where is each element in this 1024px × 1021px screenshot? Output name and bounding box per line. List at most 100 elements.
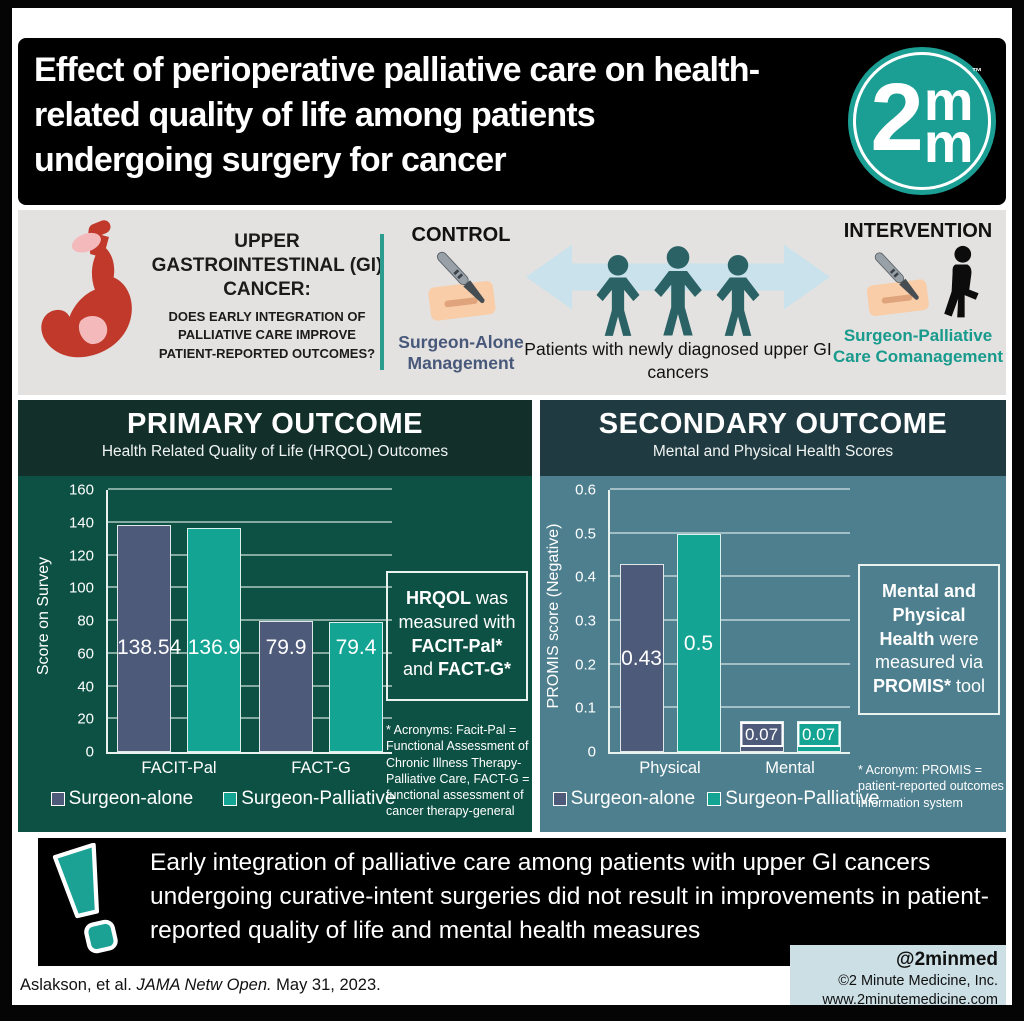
patients-icon (524, 240, 832, 340)
primary-footnote: * Acronyms: Facit-Pal = Functional Asses… (386, 723, 530, 819)
title-panel: Effect of perioperative palliative care … (18, 38, 1006, 205)
gridline (610, 488, 850, 490)
legend-label: Surgeon-alone (570, 788, 696, 809)
scalpel-incision-icon (866, 252, 929, 316)
control-arm: CONTROL Surgeon-Alone Management (392, 224, 530, 374)
value-label: 0.07 (739, 722, 784, 748)
legend-item: Surgeon-Palliative (707, 788, 879, 810)
y-tick-label: 40 (77, 678, 94, 695)
person-icon (654, 246, 702, 336)
y-axis-ticks: 0 0.1 0.2 0.3 0.4 0.5 0.6 (560, 482, 602, 761)
value-label: 138.54 (117, 636, 182, 659)
legend-item: Surgeon-alone (50, 788, 194, 810)
y-axis-ticks: 0 20 40 60 80 100 120 140 160 (58, 482, 100, 761)
intervention-name: Surgeon-Palliative Care Comanagement (832, 326, 1004, 367)
legend-label: Surgeon-alone (68, 788, 194, 809)
patients-zone: Patients with newly diagnosed upper GI c… (524, 210, 832, 395)
x-category-label: FACT-G (291, 759, 351, 777)
gridline (108, 488, 392, 490)
legend-item: Surgeon-alone (552, 788, 696, 810)
study-design-band: UPPER GASTROINTESTINAL (GI) CANCER: DOES… (18, 210, 1006, 395)
stomach-icon (41, 220, 132, 358)
y-tick-label: 80 (77, 612, 94, 630)
gridline (108, 553, 392, 556)
legend: Surgeon-alone Surgeon-Palliative (546, 788, 886, 810)
palliative-person-icon (944, 245, 979, 318)
y-tick-label: 100 (68, 579, 94, 597)
value-label: 79.9 (265, 636, 307, 659)
logo-numeral: 2 (870, 64, 924, 171)
website-url: www.2minutemedicine.com (822, 991, 998, 1008)
y-tick-label: 0.2 (575, 656, 596, 674)
gridline (108, 520, 392, 523)
y-tick-label: 0.3 (575, 612, 596, 630)
social-handle: @2minmed (896, 949, 998, 970)
legend-item: Surgeon-Palliative (223, 788, 395, 810)
y-tick-label: 0.1 (575, 699, 596, 717)
legend-label: Surgeon-Palliative (725, 788, 880, 809)
y-tick-label: 0 (85, 743, 94, 761)
gridline (108, 619, 392, 621)
bar-facit-pal-series-1 (187, 527, 241, 752)
bar-facit-pal-series-0 (117, 525, 171, 752)
bar-chart-secondary: 0.43 0.5 Physical 0.07 0.07 Mental (608, 488, 850, 777)
gridline (108, 651, 392, 654)
scalpel-incision-icon (428, 251, 496, 321)
2mm-logo: 2 m m ™ (848, 47, 996, 195)
legend: Surgeon-alone Surgeon-Palliative (38, 788, 408, 810)
primary-outcome-panel: PRIMARY OUTCOME Health Related Quality o… (18, 400, 532, 832)
gridline (610, 619, 850, 621)
value-label: 0.43 (621, 647, 662, 671)
y-tick-label: 0.6 (575, 481, 596, 499)
page-background: Effect of perioperative palliative care … (12, 8, 1012, 1008)
summary-text: Early integration of palliative care amo… (150, 849, 989, 944)
person-icon (596, 255, 640, 336)
gridline (108, 684, 392, 687)
value-label: 136.9 (187, 636, 241, 659)
gridline (610, 531, 850, 534)
primary-chart-area: Score on Survey 0 20 40 60 80 100 120 140 160 13… (18, 476, 532, 832)
legend-swatch (707, 792, 722, 806)
secondary-header: SECONDARY OUTCOME Mental and Physical He… (540, 400, 1006, 476)
secondary-subtitle: Mental and Physical Health Scores (652, 443, 894, 460)
population-heading: UPPER GASTROINTESTINAL (GI) CANCER: (151, 231, 383, 300)
legend-swatch (50, 792, 65, 806)
primary-note-box: HRQOL was measured with FACIT-Pal* and F… (386, 571, 528, 701)
x-category-label: FACIT-Pal (141, 759, 217, 777)
company-name: ©2 Minute Medicine, Inc. (838, 973, 998, 990)
y-tick-label: 160 (68, 481, 94, 499)
patients-caption: Patients with newly diagnosed upper GI c… (524, 339, 832, 382)
population-question: DOES EARLY INTEGRATION OF PALLIATIVE CAR… (158, 309, 376, 361)
bar-chart-primary: 138.54 136.9 FACIT-Pal 79.9 79.4 FACT-G (106, 488, 392, 777)
control-label: CONTROL (411, 224, 511, 246)
gridline (610, 575, 850, 578)
y-tick-label: 120 (68, 547, 94, 564)
primary-header: PRIMARY OUTCOME Health Related Quality o… (18, 400, 532, 476)
secondary-note-box: Mental and Physical Health were measured… (858, 564, 1000, 715)
summary-panel: Early integration of palliative care amo… (38, 838, 1006, 966)
y-tick-label: 140 (68, 514, 94, 532)
intervention-icons (832, 243, 1004, 325)
y-axis-label: Score on Survey (35, 556, 52, 676)
value-label: 0.5 (683, 631, 714, 655)
secondary-title: SECONDARY OUTCOME (598, 408, 948, 440)
secondary-outcome-panel: SECONDARY OUTCOME Mental and Physical He… (540, 400, 1006, 832)
y-tick-label: 0.4 (575, 568, 596, 586)
exclamation-icon (52, 843, 118, 954)
person-icon (716, 255, 760, 336)
primary-subtitle: Health Related Quality of Life (HRQOL) O… (101, 443, 449, 460)
bar-fact-g-series-0 (259, 621, 313, 752)
primary-title: PRIMARY OUTCOME (127, 408, 423, 440)
control-name: Surgeon-Alone Management (398, 332, 524, 373)
y-tick-label: 0.5 (575, 525, 596, 543)
citation: Aslakson, et al. JAMA Netw Open. May 31,… (20, 976, 381, 994)
y-tick-label: 20 (77, 710, 94, 728)
page-title: Effect of perioperative palliative care … (34, 51, 760, 179)
gridline (108, 586, 392, 589)
secondary-chart-area: PROMIS score (Negative) 0 0.1 0.2 0.3 0.4 0.5… (540, 476, 1006, 832)
y-tick-label: 0 (587, 743, 596, 761)
legend-label: Surgeon-Palliative (241, 788, 396, 809)
value-label: 79.4 (335, 636, 377, 659)
population-text: UPPER GASTROINTESTINAL (GI) CANCER: DOES… (148, 230, 386, 363)
